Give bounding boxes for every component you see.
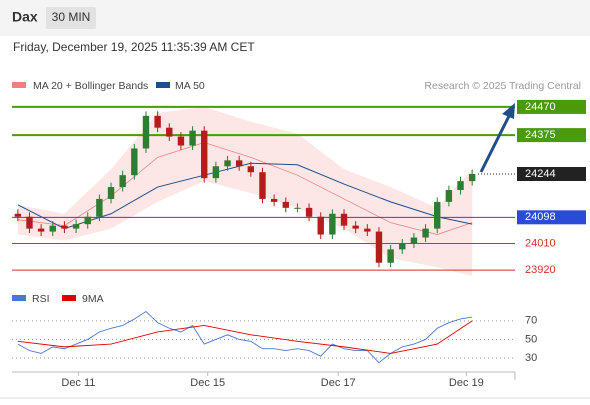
rsi-tick-label: 70 <box>525 315 537 327</box>
candle-body <box>201 130 208 179</box>
x-tick-label: Dec 15 <box>190 377 225 389</box>
candle-body <box>294 207 301 209</box>
level-label: 23920 <box>525 264 556 276</box>
candle-body <box>375 231 383 263</box>
candle-body <box>235 160 243 167</box>
credit: Research © 2025 Trading Central <box>424 80 581 92</box>
candle-body <box>434 201 441 229</box>
candle-body <box>224 160 231 167</box>
rsi-tick-label: 50 <box>525 333 537 345</box>
candle-body <box>457 181 464 191</box>
candle-body <box>317 216 324 235</box>
candle-body <box>282 201 289 208</box>
x-tick-label: Dec 17 <box>321 377 356 389</box>
legend-label: MA 20 + Bollinger Bands <box>33 80 148 92</box>
x-tick-label: Dec 11 <box>61 377 95 389</box>
candle-body <box>96 198 103 217</box>
candle-body <box>259 172 266 199</box>
candle-body <box>422 228 429 238</box>
candle-body <box>399 243 406 250</box>
candle-body <box>37 228 45 232</box>
candle-body <box>445 190 453 202</box>
rsi-line <box>17 310 473 364</box>
candle-body <box>72 224 80 229</box>
candle-body <box>329 213 336 235</box>
level-label: 24098 <box>525 211 556 223</box>
candle-body <box>49 225 56 232</box>
level-box <box>517 166 586 181</box>
symbol: Dax <box>12 9 38 25</box>
candle-body <box>468 173 476 182</box>
candle-body <box>61 225 68 229</box>
candle-body <box>212 166 220 179</box>
candle-body <box>107 187 115 199</box>
level-label: 24375 <box>525 129 556 141</box>
candle-body <box>270 198 278 202</box>
candle-body <box>410 237 418 244</box>
rsi-tick-label: 30 <box>525 352 537 364</box>
level-label: 24244 <box>525 168 556 180</box>
level-box <box>517 99 586 114</box>
legend-swatch <box>62 295 76 301</box>
legend-label: 9MA <box>82 293 104 305</box>
candle-body <box>26 216 33 229</box>
candle-body <box>142 115 150 149</box>
candle-body <box>177 136 185 146</box>
legend-swatch <box>156 82 170 88</box>
candle-body <box>131 148 138 176</box>
rsi-ma-line <box>17 320 473 354</box>
level-box <box>517 128 586 143</box>
interval[interactable]: 30 MIN <box>52 10 91 24</box>
candle-body <box>352 225 359 229</box>
candle-body <box>14 213 22 217</box>
candle-body <box>189 130 196 146</box>
level-box <box>517 210 586 225</box>
candle-body <box>340 213 348 226</box>
candle-body <box>247 166 255 173</box>
x-tick-label: Dec 19 <box>449 377 484 389</box>
legend-label: RSI <box>32 293 50 305</box>
legend-swatch <box>12 295 26 301</box>
forecast-arrow <box>479 113 512 173</box>
candle-body <box>387 249 394 263</box>
candle-body <box>305 207 313 217</box>
candle-body <box>364 228 371 232</box>
level-label: 24010 <box>525 237 556 249</box>
candle-body <box>166 127 173 137</box>
interval-button[interactable] <box>46 7 96 29</box>
bollinger-band <box>17 106 473 277</box>
level-label: 24470 <box>525 101 556 113</box>
legend-label: MA 50 <box>175 80 205 92</box>
candle-body <box>119 175 126 188</box>
legend-swatch <box>12 82 26 88</box>
ma-line <box>17 142 473 235</box>
forecast-arrowhead <box>502 103 515 119</box>
candle-body <box>154 115 161 128</box>
header-bar <box>0 0 590 36</box>
candle-body <box>84 216 91 225</box>
timestamp: Friday, December 19, 2025 11:35:39 AM CE… <box>13 40 255 54</box>
